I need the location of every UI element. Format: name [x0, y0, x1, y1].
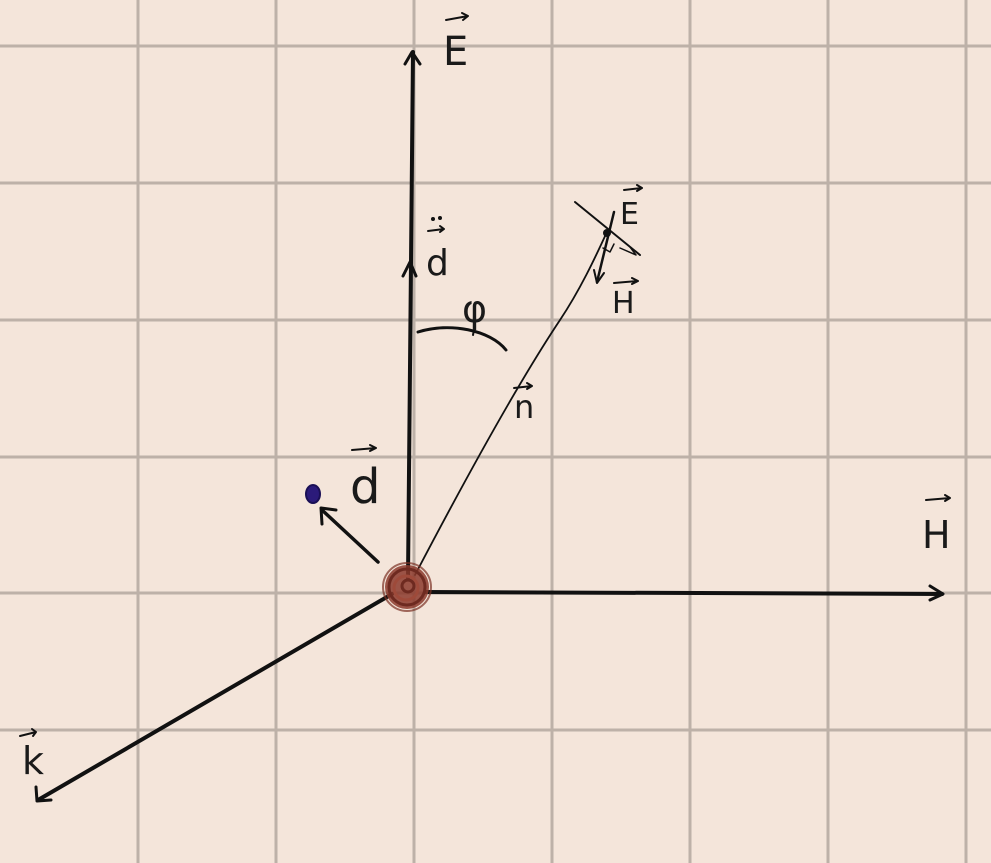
- d-ddot-label: d: [426, 243, 449, 284]
- local-e-label: E: [620, 197, 639, 232]
- h-axis-label: H: [922, 513, 951, 557]
- n-vector-label: n: [514, 388, 534, 426]
- observation-point: [574, 201, 641, 284]
- vector-arrows: [19, 12, 951, 737]
- d-vector-label: d: [350, 459, 380, 515]
- e-axis-arrowhead: [403, 50, 422, 66]
- e-axis: [406, 50, 415, 580]
- charge-origin: [382, 562, 432, 612]
- d-ddot-arrowhead: [401, 260, 418, 278]
- d-ddot-dot-1: [431, 217, 435, 221]
- k-axis-arrowhead: [34, 785, 53, 803]
- d-ddot-dot-2: [438, 216, 442, 220]
- d-vector-arrow: [320, 508, 380, 564]
- psi-angle-arc: [416, 326, 508, 352]
- local-e-line: [595, 210, 616, 284]
- local-h-tick: [619, 246, 637, 256]
- psi-angle-tick: [472, 324, 476, 336]
- k-axis-label: k: [22, 739, 44, 783]
- e-axis-label: E: [443, 29, 468, 75]
- electron-dot: [305, 484, 321, 504]
- observation-dot: [603, 229, 611, 237]
- wavefront-line: [574, 201, 641, 256]
- local-h-label: H: [612, 286, 635, 321]
- h-axis-arrowhead: [928, 584, 945, 602]
- right-angle-mark: [602, 243, 615, 253]
- local-e-arrowhead: [593, 269, 605, 284]
- n-vector-line: [414, 233, 607, 576]
- d-vector-arrowhead: [319, 506, 338, 526]
- psi-label: φ: [462, 287, 487, 331]
- k-axis: [36, 592, 394, 802]
- h-axis: [423, 590, 944, 596]
